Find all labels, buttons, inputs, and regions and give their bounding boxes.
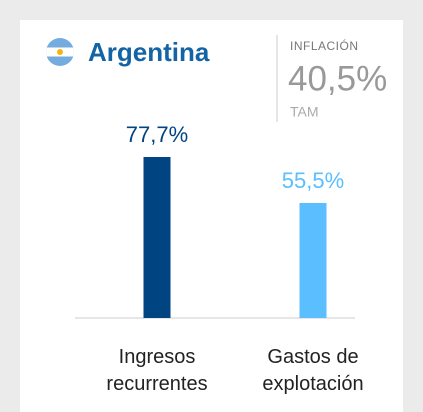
x-tick-label: Ingresos recurrentes: [106, 346, 208, 395]
bar: [299, 203, 327, 318]
inflation-label: INFLACIÓN: [290, 38, 359, 53]
flag: [46, 38, 74, 66]
chart-title: Argentina: [88, 37, 210, 67]
card: [20, 20, 403, 412]
bar: [143, 157, 171, 318]
inflation-note: TAM: [290, 104, 319, 120]
value-label: 55,5%: [282, 168, 344, 193]
value-label: 77,7%: [126, 122, 188, 147]
x-tick-label: Gastos de explotación: [262, 346, 364, 395]
inflation-value: 40,5%: [288, 59, 387, 98]
